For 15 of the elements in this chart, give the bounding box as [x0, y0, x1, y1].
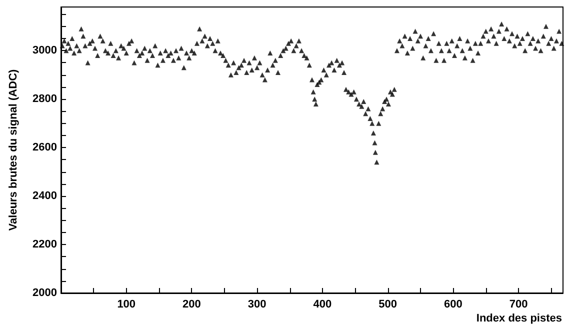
y-tick-label: 2000 — [32, 287, 57, 299]
x-tick-label: 300 — [248, 298, 266, 310]
x-tick-label: 100 — [117, 298, 136, 310]
y-axis-title: Valeurs brutes du signal (ADC) — [8, 68, 20, 231]
x-tick-label: 700 — [509, 298, 528, 310]
y-tick-label: 2800 — [32, 93, 57, 106]
x-tick-label: 200 — [182, 298, 201, 310]
x-tick-label: 600 — [444, 298, 462, 310]
y-tick-label: 2200 — [32, 238, 57, 251]
y-tick-label: 2600 — [32, 142, 57, 154]
x-tick-label: 400 — [313, 298, 332, 310]
y-tick-label: 2400 — [32, 190, 57, 202]
x-tick-label: 500 — [378, 298, 398, 310]
y-tick-label: 3000 — [32, 44, 57, 57]
x-axis-title: Index des pistes — [476, 312, 562, 324]
